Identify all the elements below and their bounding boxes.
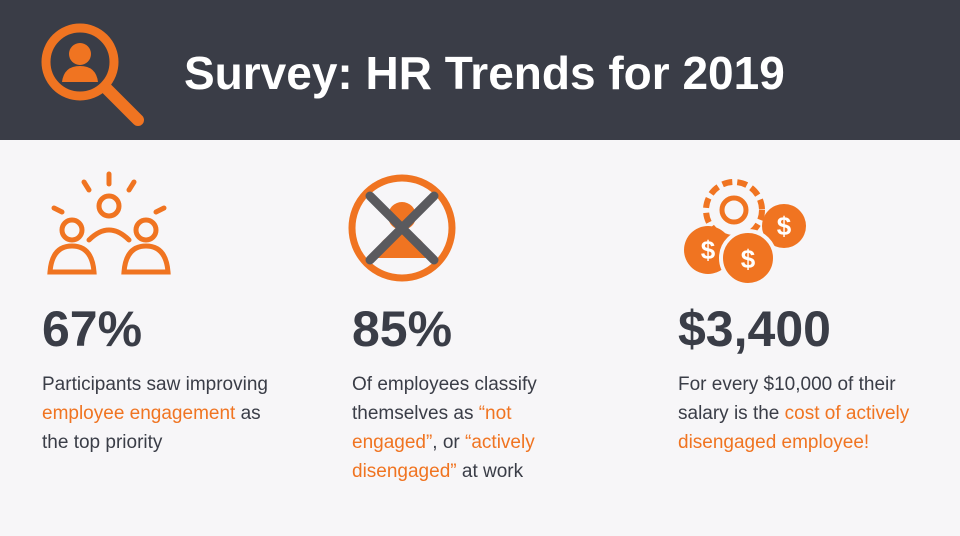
stat: $3,400 — [678, 301, 831, 357]
highlight-text: “actively disengaged” — [352, 432, 540, 482]
description: Participants saw improving employee enga… — [42, 370, 272, 457]
disengaged-icon — [348, 174, 456, 282]
card: 85% Of employees classify themselves as … — [352, 300, 597, 486]
text: Of employees classify themselves as — [352, 374, 543, 424]
description: Of employees classify themselves as “not… — [352, 370, 597, 486]
svg-text:$: $ — [701, 235, 716, 265]
team-icon — [47, 171, 171, 275]
svg-text:$: $ — [741, 244, 756, 274]
text: Participants saw improving — [42, 374, 274, 395]
text: , or — [432, 432, 466, 453]
stat: 85% — [352, 301, 453, 357]
text: at work — [456, 461, 524, 482]
header: Survey: HR Trends for 2019 — [0, 0, 960, 140]
svg-text:$: $ — [777, 211, 792, 241]
highlight-text: cost of actively disengaged employee! — [678, 403, 915, 453]
highlight-text: employee engagement — [42, 403, 236, 424]
title: Survey: HR Trends for 2019 — [184, 47, 785, 99]
search-icon — [41, 23, 144, 126]
cost-icon: $ $ $ — [684, 179, 806, 287]
stat: 67% — [42, 301, 143, 357]
description: For every $10,000 of their salary is the… — [678, 370, 923, 457]
card: $3,400 For every $10,000 of their salary… — [678, 300, 923, 457]
text: as the top priority — [42, 403, 266, 453]
card: 67% Participants saw improving employee … — [42, 300, 272, 457]
highlight-text: “not engaged” — [352, 403, 517, 453]
text: For every $10,000 of their salary is the — [678, 374, 901, 424]
